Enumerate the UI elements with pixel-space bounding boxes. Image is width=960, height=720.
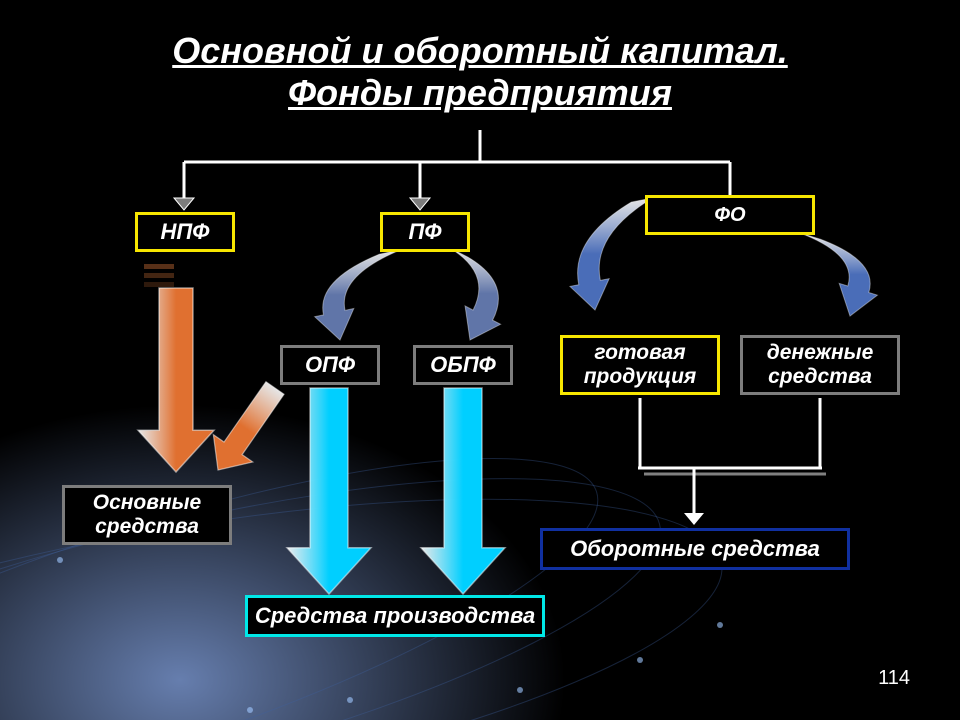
title-line-2: Фонды предприятия (0, 72, 960, 114)
page-number: 114 (878, 667, 910, 690)
node-obpf: ОБПФ (413, 345, 513, 385)
node-ds: денежные средства (740, 335, 900, 395)
node-npf: НПФ (135, 212, 235, 252)
node-opf: ОПФ (280, 345, 380, 385)
title-line-1: Основной и оборотный капитал. (0, 30, 960, 72)
node-fo: ФО (645, 195, 815, 235)
node-sp: Средства производства (245, 595, 545, 637)
node-obs: Оборотные средства (540, 528, 850, 570)
node-gp: готовая продукция (560, 335, 720, 395)
node-pf: ПФ (380, 212, 470, 252)
node-os: Основные средства (62, 485, 232, 545)
